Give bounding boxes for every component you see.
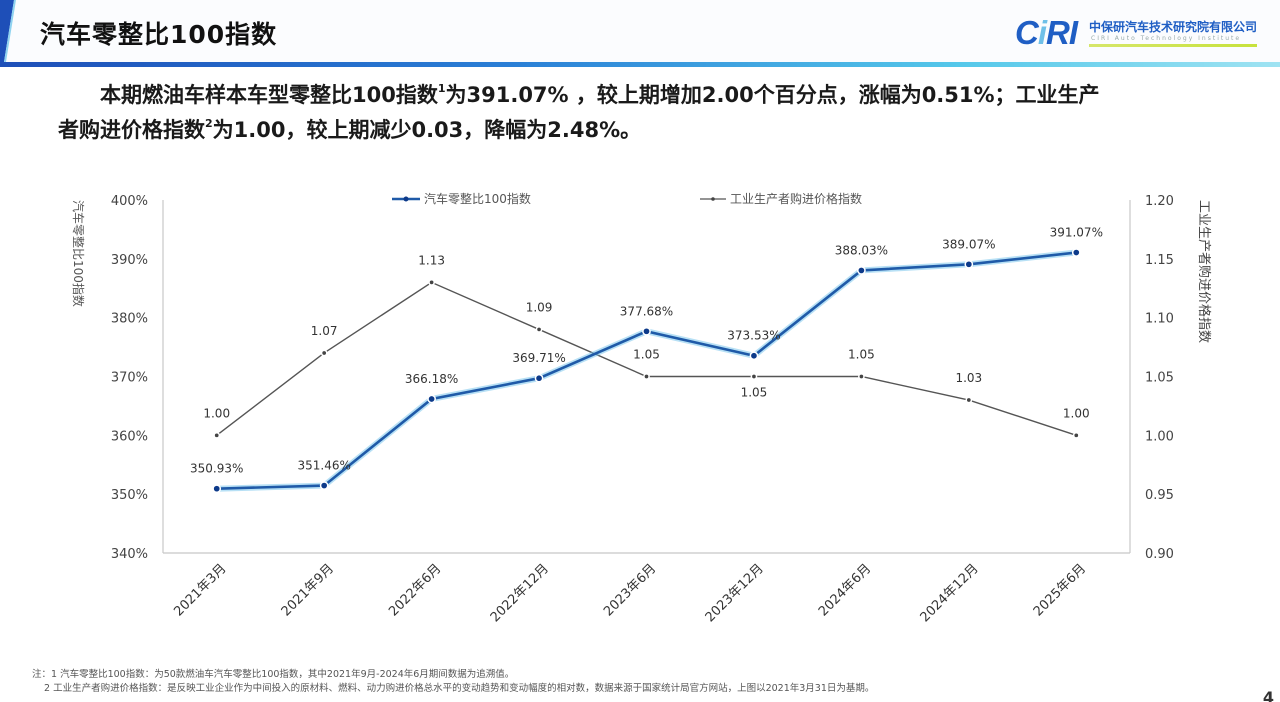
right-axis-tick-label: 0.90 — [1145, 547, 1174, 562]
data-label-ppi: 1.00 — [203, 406, 230, 420]
series-point-zero-ratio — [212, 484, 222, 494]
summary-line1-b: 为391.07% ，较上期增加2.00个百分点，涨幅为0.51%；工业生产 — [445, 83, 1100, 107]
series-point-ppi — [535, 326, 543, 333]
right-axis-tick-label: 1.10 — [1145, 312, 1174, 327]
left-axis-tick-label: 390% — [111, 253, 148, 268]
data-label-zero-ratio: 369.71% — [512, 351, 565, 365]
summary-line1-a: 本期燃油车样本车型零整比100指数 — [100, 83, 438, 107]
series-point-zero-ratio — [749, 351, 759, 361]
slide-header: 汽车零整比100指数 CiRI 中保研汽车技术研究院有限公司 CIRI Auto… — [0, 0, 1280, 67]
data-label-zero-ratio: 366.18% — [405, 372, 458, 386]
series-point-ppi — [965, 396, 973, 404]
x-axis-tick-label: 2023年12月 — [703, 561, 767, 625]
x-axis-tick-label: 2025年6月 — [1031, 561, 1089, 619]
x-axis-tick-label: 2022年6月 — [386, 561, 444, 619]
data-label-zero-ratio: 388.03% — [835, 243, 888, 257]
series-point-ppi — [750, 373, 758, 380]
series-point-zero-ratio — [534, 373, 544, 383]
ciri-logo: CiRI 中保研汽车技术研究院有限公司 CIRI Auto Technology… — [1015, 12, 1260, 54]
footnote-ref-1: 1 — [437, 82, 446, 95]
series-point-zero-ratio — [427, 394, 436, 404]
left-axis-title: 汽车零整比100指数 — [71, 200, 86, 307]
series-point-zero-ratio — [642, 326, 651, 336]
right-axis-tick-label: 0.95 — [1145, 488, 1174, 503]
footnote-2: 2 工业生产者购进价格指数：是反映工业企业作为中间投入的原材料、燃料、动力购进价… — [44, 683, 875, 694]
series-point-ppi — [643, 373, 650, 380]
series-point-zero-ratio — [964, 259, 974, 269]
page-title: 汽车零整比100指数 — [40, 20, 278, 49]
series-point-zero-ratio — [857, 266, 866, 275]
series-line-zero-ratio — [216, 251, 1077, 490]
left-axis-tick-label: 380% — [111, 312, 148, 327]
x-axis-tick-label: 2024年12月 — [918, 561, 982, 625]
logo-mark-ri: RI — [1046, 14, 1078, 51]
legend-label-2: 工业生产者购进价格指数 — [730, 191, 862, 206]
left-axis-tick-label: 360% — [111, 429, 148, 444]
logo-mark: CiRI — [1015, 14, 1078, 52]
dual-axis-line-chart: 340% 350% 360% 370% 380% 390% 400% 0.90 0.95 1.00… — [71, 191, 1212, 625]
header-accent-stripe — [0, 0, 16, 62]
header-divider — [0, 62, 1280, 67]
series-point-ppi — [320, 349, 328, 357]
data-label-zero-ratio: 391.07% — [1050, 226, 1103, 240]
footnote-1: 注：1 汽车零整比100指数：为50款燃油车汽车零整比100指数，其中2021年… — [32, 669, 515, 680]
footnote-ref-2: 2 — [205, 117, 213, 130]
legend-swatch-marker-1 — [403, 196, 409, 202]
data-label-zero-ratio: 377.68% — [620, 304, 673, 318]
data-label-zero-ratio: 389.07% — [942, 237, 995, 251]
summary-line2-b: 为1.00，较上期减少0.03，降幅为2.48%。 — [212, 118, 642, 142]
series-point-ppi — [213, 431, 221, 439]
summary-text: 本期燃油车样本车型零整比100指数1为391.07% ，较上期增加2.00个百分… — [58, 78, 1228, 148]
series-point-ppi — [428, 279, 435, 286]
right-axis-tick-label: 1.00 — [1145, 429, 1174, 444]
x-axis-tick-label: 2021年3月 — [171, 561, 229, 619]
data-label-ppi: 1.03 — [955, 371, 982, 385]
series-point-ppi — [1072, 431, 1080, 439]
logo-mark-c: C — [1015, 14, 1039, 51]
data-label-zero-ratio: 351.46% — [297, 459, 350, 473]
left-axis-tick-label: 350% — [111, 488, 148, 503]
data-label-ppi: 1.07 — [311, 324, 338, 338]
x-axis-tick-label: 2023年6月 — [601, 561, 659, 619]
x-axis-tick-label: 2024年6月 — [816, 561, 874, 619]
left-axis-tick-label: 370% — [111, 371, 148, 386]
chart-container: 340% 350% 360% 370% 380% 390% 400% 0.90 0.95 1.00… — [0, 180, 1280, 650]
data-label-zero-ratio: 350.93% — [190, 462, 243, 476]
right-axis-title: 工业生产者购进价格指数 — [1196, 200, 1212, 343]
right-axis-tick-label: 1.05 — [1145, 371, 1174, 386]
data-label-ppi: 1.05 — [848, 348, 875, 362]
logo-english-name: CIRI Auto Technology Institute — [1091, 35, 1242, 42]
data-label-ppi: 1.00 — [1063, 406, 1090, 420]
series-point-zero-ratio — [319, 481, 329, 490]
series-point-zero-ratio — [1071, 248, 1081, 257]
data-label-ppi: 1.05 — [741, 386, 768, 400]
right-axis-tick-label: 1.15 — [1145, 253, 1174, 268]
data-label-ppi: 1.09 — [526, 300, 553, 314]
data-label-zero-ratio: 373.53% — [727, 329, 780, 343]
x-axis-tick-label: 2021年9月 — [279, 561, 337, 619]
x-axis-tick-label: 2022年12月 — [488, 561, 552, 625]
footnotes: 注：1 汽车零整比100指数：为50款燃油车汽车零整比100指数，其中2021年… — [32, 668, 874, 696]
data-label-ppi: 1.05 — [633, 348, 660, 362]
series-line-glow-zero-ratio — [216, 249, 1077, 492]
page-number: 4 — [1262, 688, 1274, 702]
series-point-ppi — [858, 373, 865, 380]
logo-underline — [1089, 44, 1257, 47]
legend-label-1: 汽车零整比100指数 — [424, 191, 531, 206]
summary-line2-a: 者购进价格指数 — [58, 118, 205, 142]
data-label-ppi: 1.13 — [418, 253, 445, 267]
legend-swatch-marker-2 — [711, 197, 715, 201]
right-axis-tick-label: 1.20 — [1145, 194, 1174, 209]
logo-company-name: 中保研汽车技术研究院有限公司 — [1089, 20, 1258, 34]
left-axis-tick-label: 340% — [111, 547, 148, 562]
logo-mark-i: i — [1037, 14, 1047, 51]
left-axis-tick-label: 400% — [111, 194, 148, 209]
